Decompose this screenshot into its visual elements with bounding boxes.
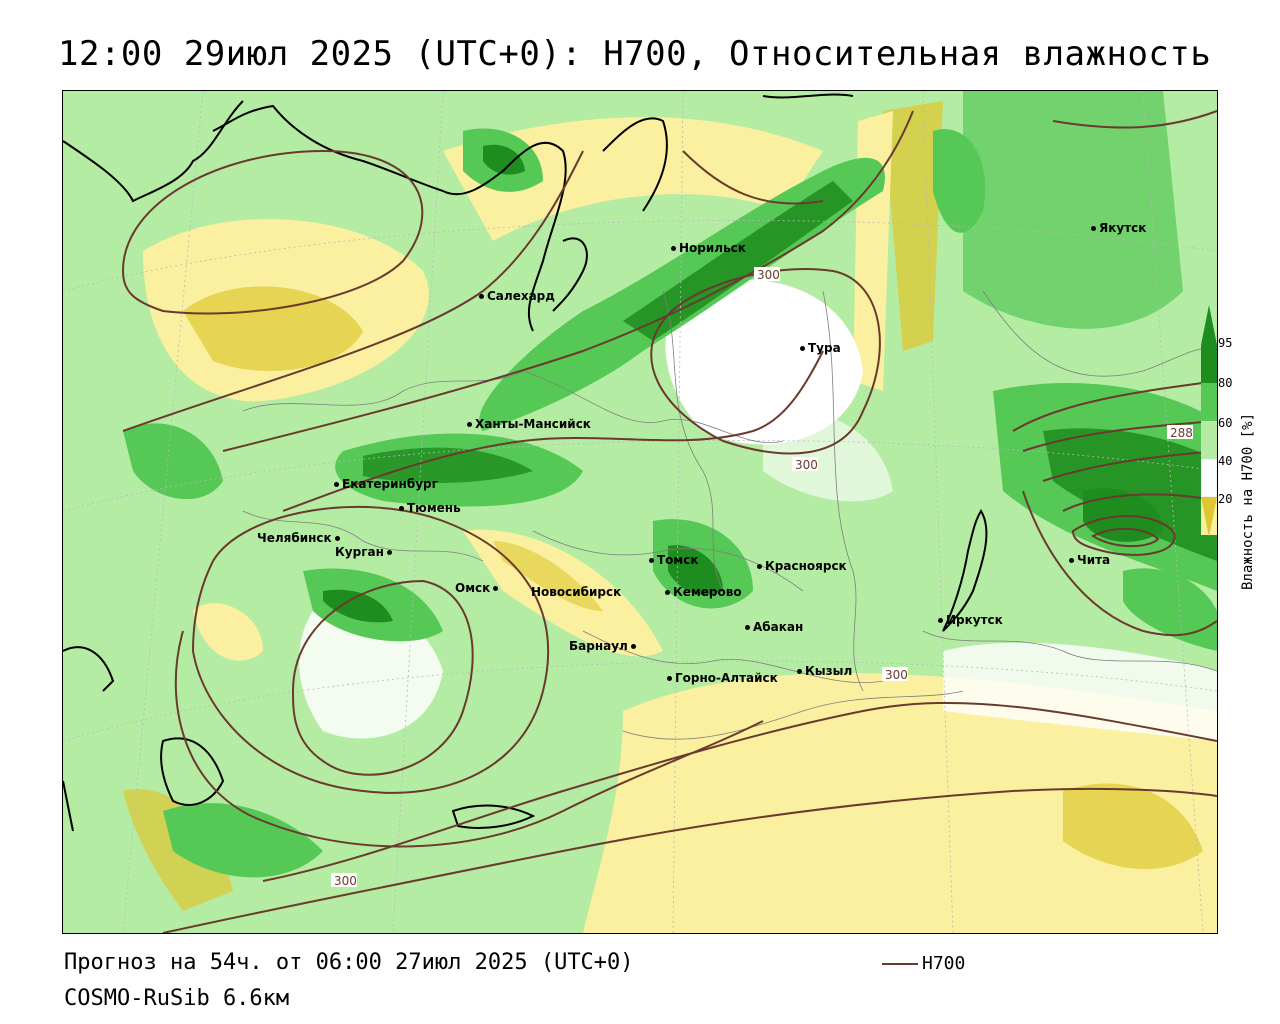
city-dot-icon: [665, 590, 670, 595]
city-label: Тюмень: [407, 501, 461, 515]
city-marker: Чита: [1069, 553, 1110, 567]
forecast-info: Прогноз на 54ч. от 06:00 27июл 2025 (UTC…: [64, 950, 634, 975]
city-dot-icon: [649, 558, 654, 563]
humidity-colorbar: [1201, 305, 1217, 535]
city-marker: Норильск: [671, 241, 746, 255]
colorbar-tick: 80: [1218, 376, 1233, 390]
city-label: Салехард: [487, 289, 555, 303]
city-dot-icon: [797, 669, 802, 674]
city-label: Абакан: [753, 620, 804, 634]
city-label: Норильск: [679, 241, 746, 255]
city-marker: Горно-Алтайск: [667, 671, 778, 685]
city-dot-icon: [667, 676, 672, 681]
city-dot-icon: [334, 536, 340, 541]
city-marker: Кемерово: [665, 585, 742, 599]
city-marker: Красноярск: [757, 559, 847, 573]
city-dot-icon: [757, 564, 762, 569]
city-marker: Омск: [455, 581, 501, 595]
city-marker: Абакан: [745, 620, 803, 634]
city-label: Кемерово: [673, 585, 742, 599]
colorbar-tick: 20: [1218, 492, 1233, 506]
city-dot-icon: [467, 422, 472, 427]
city-marker: Салехард: [479, 289, 555, 303]
city-label: Омск: [455, 581, 491, 595]
city-dot-icon: [399, 506, 404, 511]
h700-contours: [121, 110, 1217, 933]
city-marker: Кызыл: [797, 664, 852, 678]
city-marker: Якутск: [1091, 221, 1146, 235]
contour-line-swatch: [882, 963, 918, 965]
city-dot-icon: [493, 586, 499, 591]
city-marker: Барнаул: [569, 639, 639, 653]
contour-line-legend-label: H700: [922, 953, 966, 974]
dry-zones: [123, 101, 1217, 933]
city-label: Горно-Алтайск: [675, 671, 778, 685]
city-marker: Иркутск: [938, 613, 1003, 627]
city-dot-icon: [630, 644, 636, 649]
colorbar-band: [1201, 421, 1217, 459]
city-label: Челябинск: [257, 531, 332, 545]
map-canvas: 300 300 300 300 288: [63, 91, 1217, 933]
city-dot-icon: [938, 618, 943, 623]
colorbar-band: [1201, 458, 1217, 498]
colorbar-tick: 60: [1218, 416, 1233, 430]
city-dot-icon: [1069, 558, 1074, 563]
city-dot-icon: [800, 346, 805, 351]
colorbar-band: [1201, 345, 1217, 383]
city-marker: Ханты-Мансийск: [467, 417, 591, 431]
wet-zones: [123, 91, 1217, 878]
city-marker: Курган: [335, 545, 395, 559]
city-dot-icon: [479, 294, 484, 299]
city-dot-icon: [1091, 226, 1096, 231]
city-label: Новосибирск: [531, 585, 622, 599]
model-name: COSMO-RuSib 6.6км: [64, 986, 290, 1011]
contour-label: 300: [757, 268, 780, 282]
contour-label: 288: [1170, 426, 1193, 440]
colorbar-top-arrow: [1201, 305, 1217, 345]
city-label: Ханты-Мансийск: [475, 417, 591, 431]
city-label: Красноярск: [765, 559, 847, 573]
city-label: Барнаул: [569, 639, 628, 653]
city-label: Екатеринбург: [342, 477, 438, 491]
city-marker: Тюмень: [399, 501, 461, 515]
contour-label: 300: [795, 458, 818, 472]
city-label: Иркутск: [946, 613, 1003, 627]
humidity-map: 300 300 300 300 288 Салехард Норильск Ту…: [62, 90, 1218, 934]
city-marker: Екатеринбург: [334, 477, 438, 491]
city-label: Чита: [1077, 553, 1111, 567]
coastlines: [63, 93, 988, 832]
city-label: Якутск: [1099, 221, 1147, 235]
admin-borders: [242, 290, 1217, 740]
colorbar-band: [1201, 383, 1217, 421]
map-title: 12:00 29июл 2025 (UTC+0): H700, Относите…: [58, 34, 1212, 74]
contour-labels: 300 300 300 300 288: [331, 267, 1193, 888]
city-marker: Челябинск: [257, 531, 343, 545]
contour-label: 300: [885, 668, 908, 682]
contour-label: 300: [334, 874, 357, 888]
city-marker: Томск: [649, 553, 699, 567]
colorbar-dry-arrow: [1201, 497, 1217, 537]
contour-line-legend: H700: [882, 953, 965, 974]
colorbar-title: Влажность на H700 [%]: [1240, 412, 1256, 590]
colorbar-tick: 95: [1218, 336, 1233, 350]
city-marker: Тура: [800, 341, 841, 355]
city-dot-icon: [671, 246, 676, 251]
graticule: [63, 91, 1217, 933]
city-dot-icon: [745, 625, 750, 630]
city-dot-icon: [386, 550, 392, 555]
city-label: Тура: [808, 341, 841, 355]
city-label: Курган: [335, 545, 384, 559]
city-marker: Новосибирск: [531, 585, 621, 599]
city-dot-icon: [334, 482, 339, 487]
city-label: Томск: [657, 553, 699, 567]
city-label: Кызыл: [805, 664, 853, 678]
colorbar-tick: 40: [1218, 454, 1233, 468]
